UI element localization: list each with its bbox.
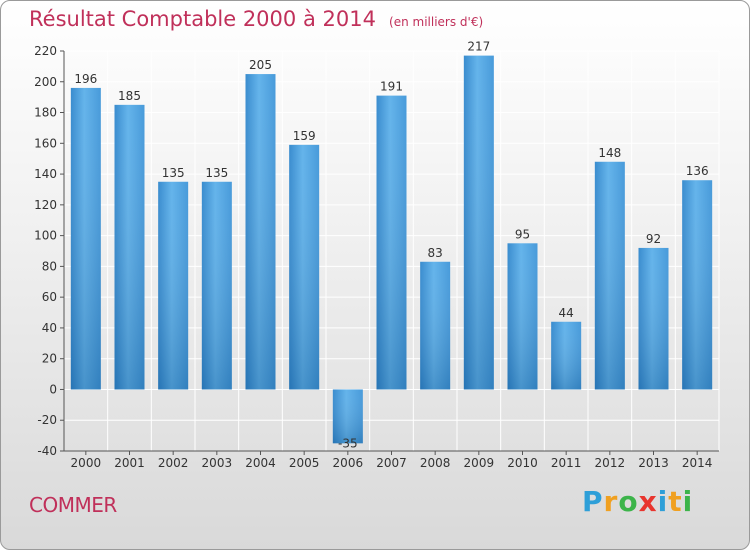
bar-shade-2003 [201,181,232,390]
y-tick-label: -40 [37,444,57,458]
bar-shade-2009 [463,55,494,390]
x-tick-label: 2003 [202,456,233,470]
x-tick-label: 2008 [420,456,451,470]
bar-shade-2004 [245,74,276,390]
logo-letter: i [657,485,669,518]
value-label-2006: -35 [338,436,358,450]
chart-title-subtitle: (en milliers d'€) [389,15,484,29]
value-label-2014: 136 [686,164,709,178]
y-tick-label: 180 [34,106,57,120]
y-tick-label: 140 [34,167,57,181]
bar-shade-2012 [594,161,625,390]
value-label-2009: 217 [467,40,490,54]
value-label-2007: 191 [380,80,403,94]
value-label-2004: 205 [249,58,272,72]
logo-letter: i [682,485,694,518]
x-tick-label: 2011 [551,456,582,470]
bar-shade-2007 [376,95,407,390]
x-tick-label: 2004 [245,456,276,470]
bar-layer [70,55,713,444]
bar-shade-2006 [332,389,363,444]
bar-shade-2010 [507,243,538,390]
y-tick-label: 200 [34,75,57,89]
value-label-2001: 185 [118,89,141,103]
x-tick-label: 2014 [682,456,713,470]
x-tick-label: 2000 [71,456,102,470]
bar-shade-2011 [551,321,582,390]
y-tick-label: 20 [42,352,57,366]
x-tick-label: 2010 [507,456,538,470]
bar-shade-2008 [420,261,451,390]
x-tick-label: 2002 [158,456,189,470]
logo-letter: o [618,485,639,518]
chart-title: Résultat Comptable 2000 à 2014 (en milli… [29,7,483,31]
value-label-2012: 148 [598,146,621,160]
value-label-2005: 159 [293,129,316,143]
value-label-2000: 196 [74,72,97,86]
value-label-2013: 92 [646,232,661,246]
y-tick-label: 120 [34,198,57,212]
value-label-2011: 44 [559,306,574,320]
y-tick-label: 40 [42,321,57,335]
value-label-2003: 135 [205,166,228,180]
value-label-2010: 95 [515,227,530,241]
bar-shade-2001 [114,104,145,390]
y-tick-label: 100 [34,229,57,243]
x-tick-label: 2009 [464,456,495,470]
label-layer: 196 185 135 135 205 159 -35 191 83 217 95 44 148 92 13… [74,40,708,451]
bar-shade-2013 [638,247,669,390]
logo-letter: P [582,485,604,518]
x-tick-label: 2013 [638,456,669,470]
commune-name: COMMER [29,493,117,517]
axis-layer: -40 -20 0 20 40 60 80 100 120 140 160 180 200 220 2000… [34,44,719,470]
bar-shade-2005 [289,144,320,390]
value-label-2008: 83 [428,246,443,260]
y-tick-label: 160 [34,136,57,150]
x-tick-label: 2007 [376,456,407,470]
bar-shade-2000 [70,87,101,390]
bar-shade-2002 [158,181,189,390]
y-tick-label: 80 [42,259,57,273]
x-tick-label: 2001 [114,456,145,470]
y-tick-label: 220 [34,44,57,58]
x-tick-label: 2006 [333,456,364,470]
x-tick-label: 2012 [595,456,626,470]
x-tick-label: 2005 [289,456,320,470]
chart-title-main: Résultat Comptable 2000 à 2014 [29,7,376,31]
bar-shade-2014 [682,180,713,390]
value-label-2002: 135 [162,166,185,180]
y-tick-label: 0 [49,382,57,396]
logo-letter: x [638,485,658,518]
logo-letter: t [668,485,683,518]
logo-letter: r [603,485,619,518]
proxiti-logo: Proxiti [582,485,693,518]
y-tick-label: 60 [42,290,57,304]
y-tick-label: -20 [37,413,57,427]
